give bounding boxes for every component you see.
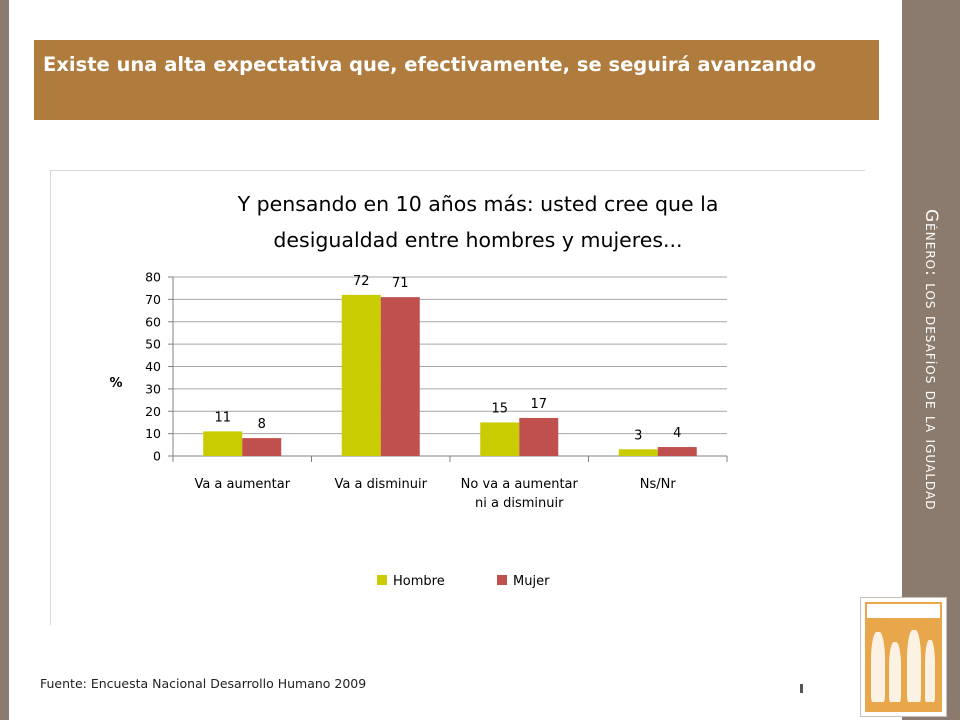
banner-title: Existe una alta expectativa que, efectiv…	[43, 53, 817, 76]
cover-figure	[907, 630, 921, 702]
report-cover-thumbnail	[860, 597, 947, 717]
bar-hombre	[480, 422, 520, 456]
data-label: 3	[634, 428, 642, 443]
data-label: 11	[214, 410, 231, 425]
y-tick-label: 80	[145, 270, 161, 285]
category-label: Va a disminuir	[335, 477, 428, 492]
source-note: Fuente: Encuesta Nacional Desarrollo Hum…	[40, 676, 367, 691]
category-label: Va a aumentar	[194, 477, 290, 492]
category-label: No va a aumentar	[461, 477, 579, 492]
cover-title-strip	[867, 604, 940, 618]
y-tick-label: 40	[145, 359, 161, 374]
cover-figure	[871, 632, 885, 702]
bar-mujer	[242, 438, 282, 456]
data-label: 72	[353, 274, 370, 289]
cover-figure	[889, 642, 901, 702]
legend-swatch-hombre	[377, 575, 387, 585]
bar-mujer	[519, 417, 559, 456]
title-banner: Existe una alta expectativa que, efectiv…	[34, 40, 879, 120]
bar-mujer	[657, 447, 697, 456]
bar-hombre	[341, 294, 381, 456]
data-label: 15	[491, 401, 508, 416]
data-label: 8	[258, 417, 266, 432]
side-title: Género: los desafíos de la igualdad	[921, 209, 941, 511]
page-marker	[800, 684, 803, 693]
legend-label-hombre: Hombre	[393, 574, 445, 589]
data-label: 17	[530, 397, 547, 412]
chart-title-line: Y pensando en 10 años más: usted cree qu…	[237, 192, 719, 216]
y-tick-label: 0	[153, 449, 161, 464]
bar-chart: Y pensando en 10 años más: usted cree qu…	[109, 192, 728, 589]
cover-artwork	[865, 602, 942, 712]
category-label: ni a disminuir	[475, 496, 564, 511]
y-tick-label: 60	[145, 314, 161, 329]
chart-title-line: desigualdad entre hombres y mujeres...	[273, 228, 682, 252]
y-tick-label: 50	[145, 337, 161, 352]
left-border-bar	[0, 0, 9, 720]
cover-figure	[925, 640, 935, 702]
y-axis-label: %	[109, 376, 122, 391]
y-tick-label: 70	[145, 292, 161, 307]
chart-frame: Y pensando en 10 años más: usted cree qu…	[50, 170, 865, 625]
data-label: 4	[673, 426, 681, 441]
category-label: Ns/Nr	[640, 477, 677, 492]
side-title-container: Género: los desafíos de la igualdad	[902, 0, 960, 720]
y-tick-label: 10	[145, 426, 161, 441]
bar-mujer	[380, 297, 420, 456]
bar-hombre	[203, 431, 243, 456]
y-tick-label: 30	[145, 381, 161, 396]
legend-swatch-mujer	[497, 575, 507, 585]
y-tick-label: 20	[145, 404, 161, 419]
legend-label-mujer: Mujer	[513, 574, 550, 589]
data-label: 71	[392, 276, 409, 291]
bar-hombre	[618, 449, 658, 456]
